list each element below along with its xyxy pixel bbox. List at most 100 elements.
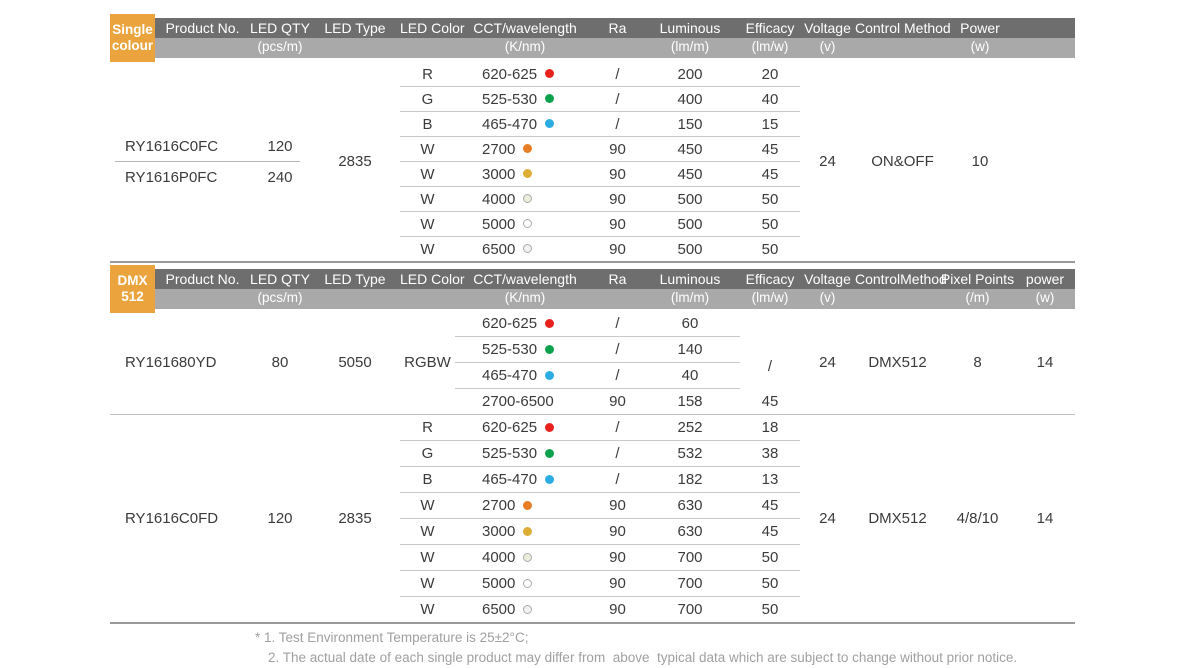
table-row: W 6500 90 700 50 bbox=[110, 597, 1075, 624]
table-row: W 3000 90 630 45 bbox=[110, 518, 1075, 545]
cct-cell: 525-530 bbox=[455, 440, 595, 467]
cct-cell: 465-470 bbox=[455, 111, 595, 137]
efficacy-cell: 45 bbox=[740, 161, 800, 187]
luminous-cell: 700 bbox=[677, 601, 703, 618]
ra-cell: 90 bbox=[595, 518, 640, 545]
ra-cell: / bbox=[595, 466, 640, 493]
efficacy-cell: 40 bbox=[740, 86, 800, 112]
dmx512-header-bar: DMX 512 Product No. LED QTY (pcs/m) LED T… bbox=[110, 265, 1075, 313]
table-row: W 3000 90 450 45 bbox=[110, 161, 1075, 187]
col-header-led-qty: LED QTY (pcs/m) bbox=[250, 20, 310, 54]
ra-cell: 90 bbox=[595, 544, 640, 571]
single-colour-header-bar: Single colour Product No. LED QTY (pcs/m)… bbox=[110, 14, 1075, 62]
col-header-power: power (w) bbox=[1025, 271, 1065, 305]
cool-white-dot bbox=[523, 604, 533, 614]
ra-cell: / bbox=[595, 362, 640, 389]
product-group-cell: RY1616C0FC 120 RY1616P0FC 240 bbox=[110, 62, 310, 262]
ra-cell: 90 bbox=[595, 136, 640, 162]
cct-cell: 5000 bbox=[455, 211, 595, 237]
table-row: W 2700 90 630 45 bbox=[110, 492, 1075, 519]
ra-cell: 90 bbox=[595, 161, 640, 187]
luminous-cell: 182 bbox=[640, 466, 740, 493]
product-no-cell: RY161680YD bbox=[125, 354, 217, 371]
col-header-control-method: Control Method bbox=[855, 20, 951, 36]
luminous-cell: 252 bbox=[640, 414, 740, 441]
efficacy-merged-cell: / bbox=[767, 357, 773, 375]
blue-dot bbox=[545, 119, 555, 129]
single-colour-badge: Single colour bbox=[110, 14, 155, 62]
spec-sheet: Single colour Product No. LED QTY (pcs/m)… bbox=[110, 0, 1075, 668]
efficacy-cell: 50 bbox=[761, 601, 779, 618]
col-header-ra: Ra bbox=[608, 20, 627, 36]
led-type-cell: 5050 bbox=[338, 354, 372, 371]
col-header-power: Power (w) bbox=[960, 20, 1000, 54]
led-color-cell: W bbox=[400, 186, 455, 212]
blue-dot bbox=[545, 370, 555, 380]
white-dot bbox=[523, 578, 533, 588]
col-header-luminous: Luminous (lm/m) bbox=[659, 271, 721, 305]
ra-cell: 90 bbox=[595, 570, 640, 597]
col-header-control-method: ControlMethod bbox=[855, 271, 947, 287]
led-color-cell: B bbox=[400, 466, 455, 493]
cct-cell: 5000 bbox=[455, 570, 595, 597]
col-header-led-type: LED Type bbox=[324, 271, 386, 287]
luminous-cell: 532 bbox=[640, 440, 740, 467]
led-color-cell: R bbox=[400, 414, 455, 441]
pixel-points-cell: 8 bbox=[973, 354, 982, 371]
led-color-cell: W bbox=[400, 544, 455, 571]
led-color-cell: W bbox=[420, 240, 435, 258]
efficacy-cell: 45 bbox=[740, 518, 800, 545]
cct-cell: 2700-6500 bbox=[482, 393, 554, 410]
led-color-cell: W bbox=[400, 136, 455, 162]
voltage-cell: 24 bbox=[800, 414, 855, 623]
table-row: 2700-6500 90 158 45 bbox=[110, 389, 1075, 415]
green-dot bbox=[545, 448, 555, 458]
footnote-1: * 1. Test Environment Temperature is 25±… bbox=[255, 630, 529, 645]
cool-white-dot bbox=[523, 244, 533, 254]
led-type-cell: 2835 bbox=[338, 153, 372, 170]
led-qty-cell: 80 bbox=[271, 354, 289, 371]
col-header-voltage: Voltage (v) bbox=[804, 271, 851, 305]
led-color-cell: W bbox=[420, 601, 435, 618]
red-dot bbox=[545, 69, 555, 79]
luminous-cell: 158 bbox=[677, 393, 703, 410]
green-dot bbox=[545, 94, 555, 104]
luminous-cell: 500 bbox=[677, 240, 703, 258]
luminous-cell: 200 bbox=[640, 62, 740, 87]
led-color-cell: B bbox=[400, 111, 455, 137]
col-header-led-color: LED Color bbox=[400, 271, 465, 287]
badge-line1: Single bbox=[112, 22, 153, 37]
efficacy-cell: 50 bbox=[740, 570, 800, 597]
orange-dot bbox=[523, 144, 533, 154]
led-qty: 120 bbox=[267, 137, 293, 155]
col-header-luminous: Luminous (lm/m) bbox=[659, 20, 721, 54]
control-method-cell: ON&OFF bbox=[871, 153, 934, 170]
ra-cell: / bbox=[595, 414, 640, 441]
gold-dot bbox=[523, 526, 533, 536]
ra-cell: 90 bbox=[609, 240, 626, 258]
cct-cell: 3000 bbox=[455, 161, 595, 187]
luminous-cell: 60 bbox=[640, 311, 740, 337]
luminous-cell: 40 bbox=[640, 362, 740, 389]
col-header-product-no: Product No. bbox=[165, 20, 240, 36]
col-header-cct: CCT/wavelength (K/nm) bbox=[473, 20, 577, 54]
cct-cell: 525-530 bbox=[455, 86, 595, 112]
table-row: RY1616C0FC 120 RY1616P0FC 240 2835 R 620… bbox=[110, 62, 1075, 186]
luminous-cell: 700 bbox=[640, 544, 740, 571]
efficacy-cell: 38 bbox=[740, 440, 800, 467]
blue-dot bbox=[545, 474, 555, 484]
badge-line2: 512 bbox=[121, 289, 144, 304]
col-header-led-type: LED Type bbox=[324, 20, 386, 36]
efficacy-cell: 50 bbox=[761, 240, 779, 258]
cct-cell: 2700 bbox=[455, 492, 595, 519]
neutral-white-dot bbox=[523, 552, 533, 562]
led-color-cell: W bbox=[400, 570, 455, 597]
efficacy-cell: 50 bbox=[740, 186, 800, 212]
filler-cell bbox=[1010, 62, 1075, 262]
table-row: RY161680YD 80 5050 RGBW 620-625 / 60 / 2… bbox=[110, 311, 1075, 375]
table-row: 525-530 / 140 bbox=[110, 336, 1075, 363]
led-color-cell: R bbox=[400, 62, 455, 87]
luminous-cell: 630 bbox=[640, 518, 740, 545]
footnotes: * 1. Test Environment Temperature is 25±… bbox=[110, 628, 1075, 668]
ra-cell: 90 bbox=[609, 393, 626, 410]
